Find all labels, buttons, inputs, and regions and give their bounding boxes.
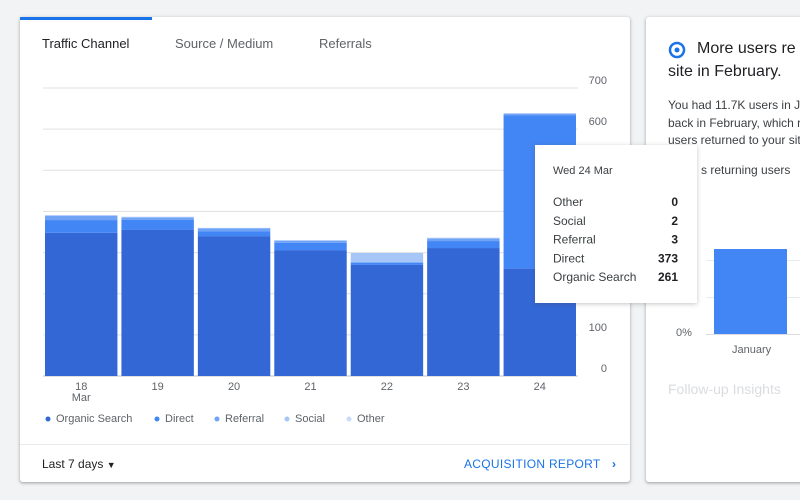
bar-segment <box>121 219 194 230</box>
x-tick-label: 18 <box>75 381 87 393</box>
tooltip-value: 2 <box>671 214 678 228</box>
legend-dot <box>346 416 352 422</box>
tooltip-label: Direct <box>553 251 585 265</box>
dropdown-arrow: ▼ <box>106 460 116 470</box>
bar-segment <box>121 229 194 376</box>
active-tab-indicator <box>20 17 152 20</box>
legend-dot <box>284 416 290 422</box>
mini-axis <box>706 334 800 335</box>
bar-segment <box>350 262 424 265</box>
insight-icon <box>668 41 686 59</box>
tab[interactable]: Referrals <box>319 36 372 51</box>
follow-up-heading: Follow-up Insights <box>668 381 781 397</box>
report-link-label: ACQUISITION REPORT <box>464 457 601 471</box>
chevron: › <box>611 457 617 471</box>
bar-segment <box>274 240 347 243</box>
bar-segment <box>274 250 347 376</box>
bar-segment <box>427 238 500 242</box>
date-range-label: Last 7 days <box>42 457 104 471</box>
bar-segment <box>45 220 118 233</box>
bar-segment <box>45 215 118 221</box>
insight-title: site in February. <box>668 63 782 80</box>
y-tick-label: 700 <box>589 75 607 87</box>
legend-label: Other <box>357 413 385 425</box>
bar-segment <box>274 242 347 251</box>
x-tick-label: 24 <box>534 381 546 393</box>
tooltip-label: Other <box>553 195 583 209</box>
x-tick-label: 19 <box>152 381 164 393</box>
x-tick-label: 22 <box>381 381 393 393</box>
bar-segment <box>121 217 194 220</box>
bar-segment <box>197 236 271 376</box>
tooltip-label: Social <box>553 214 586 228</box>
bar-segment <box>197 231 271 237</box>
insight-text: users returned to your sit <box>668 133 800 147</box>
date-range[interactable]: Last 7 days ▼ <box>42 457 116 471</box>
legend-dot <box>154 416 160 422</box>
bar-segment <box>503 113 576 114</box>
mini-category: January <box>732 344 772 356</box>
insight-legend: s returning users <box>701 163 791 177</box>
insight-title: More users re <box>697 40 796 57</box>
bar-segment <box>503 113 576 116</box>
mini-bar <box>714 249 787 334</box>
bar-segment <box>350 252 424 263</box>
legend-dot <box>45 416 51 422</box>
tab[interactable]: Source / Medium <box>175 36 274 51</box>
legend-label: Referral <box>225 413 264 425</box>
tooltip-value: 3 <box>671 233 678 247</box>
legend-label: Social <box>295 413 325 425</box>
bar-segment <box>427 241 500 249</box>
tooltip-value: 261 <box>658 270 678 284</box>
bar-segment <box>427 248 500 376</box>
tooltip-label: Referral <box>553 233 596 247</box>
tooltip: Wed 24 Mar Other 0 Social 2 Referral 3 Direct 37… <box>535 145 697 303</box>
x-group-label: Mar <box>72 392 91 404</box>
tooltip-label: Organic Search <box>553 270 636 284</box>
tooltip-value: 0 <box>671 195 678 209</box>
bar-segment <box>45 232 118 376</box>
tab[interactable]: Traffic Channel <box>42 36 130 51</box>
legend-dot <box>214 416 220 422</box>
y-tick-label: 0 <box>601 363 607 375</box>
mini-tick-label: 0% <box>676 327 692 339</box>
bar-segment <box>121 216 194 218</box>
insight-text: You had 11.7K users in J <box>668 98 800 112</box>
legend-label: Direct <box>165 413 194 425</box>
divider <box>20 444 630 445</box>
tooltip-title: Wed 24 Mar <box>553 165 613 177</box>
x-tick-label: 21 <box>304 381 316 393</box>
tooltip-box <box>535 145 697 303</box>
bar-segment <box>350 264 424 376</box>
y-tick-label: 100 <box>589 322 607 334</box>
x-tick-label: 20 <box>228 381 240 393</box>
bar-segment <box>197 228 271 232</box>
bar-segment <box>45 215 118 216</box>
bar-segment <box>350 262 424 263</box>
bar-segment <box>427 237 500 239</box>
tooltip-value: 373 <box>658 251 678 265</box>
insight-text: back in February, which r <box>668 116 800 130</box>
report-link[interactable]: ACQUISITION REPORT › <box>464 457 616 471</box>
legend-label: Organic Search <box>56 413 132 425</box>
x-tick-label: 23 <box>457 381 469 393</box>
y-tick-label: 600 <box>589 116 607 128</box>
